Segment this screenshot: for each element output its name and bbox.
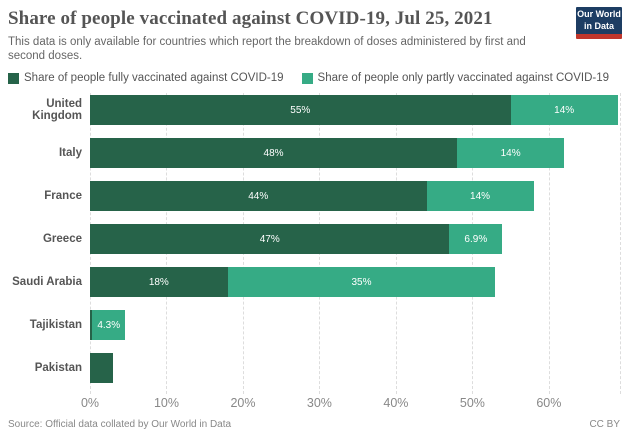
legend-item-partly: Share of people only partly vaccinated a…: [301, 72, 610, 85]
header: Share of people vaccinated against COVID…: [8, 7, 622, 63]
bar-track: 18% 35%: [90, 267, 620, 298]
x-axis-tick-label: 50%: [459, 396, 485, 411]
license-link[interactable]: CC BY: [589, 419, 620, 430]
owid-logo-text: Our World in Data: [576, 7, 622, 34]
bar-segment-fully[interactable]: 44%: [90, 181, 427, 212]
bar-track: 47% 6.9%: [90, 224, 620, 255]
bar-value-label: 35%: [351, 276, 372, 288]
gridline: [620, 93, 621, 395]
bar-track: 48% 14%: [90, 138, 620, 169]
x-axis-tick-label: 10%: [153, 396, 179, 411]
bar-value-label: 14%: [554, 104, 575, 116]
chart-row: France 44% 14%: [8, 181, 620, 212]
chart-row: Italy 48% 14%: [8, 138, 620, 169]
bar-segment-fully[interactable]: 55%: [90, 95, 511, 126]
bar-segment-partly[interactable]: 14%: [510, 95, 618, 126]
bar-segment-partly[interactable]: 35%: [227, 267, 496, 298]
bar-value-label: 14%: [470, 190, 491, 202]
source-note: Source: Official data collated by Our Wo…: [8, 419, 232, 430]
bar-rows: United Kingdom 55% 14% Italy 48% 14% France 44%…: [8, 93, 620, 384]
bar-value-label: 47%: [259, 233, 280, 245]
bar-segment-fully[interactable]: 48%: [90, 138, 458, 169]
x-axis-tick-label: 40%: [383, 396, 409, 411]
bar-segment-fully[interactable]: 47%: [90, 224, 450, 255]
bar-segment-partly[interactable]: 14%: [457, 138, 565, 169]
bar-track: 55% 14%: [90, 95, 620, 126]
owid-logo-line1: Our World: [577, 9, 621, 20]
bar-value-label: 14%: [500, 147, 521, 159]
country-label: Tajikistan: [29, 319, 82, 332]
chart-row: Tajikistan 4.3%: [8, 310, 620, 341]
legend-swatch-fully: [8, 72, 19, 84]
bar-value-label: 4.3%: [97, 319, 121, 331]
bar-value-label: 44%: [248, 190, 269, 202]
legend-item-fully: Share of people fully vaccinated against…: [8, 72, 284, 84]
chart-subtitle: This data is only available for countrie…: [8, 35, 526, 63]
bar-segment-partly[interactable]: 4.3%: [92, 310, 126, 341]
bar-value-label: 18%: [148, 276, 169, 288]
country-label: Pakistan: [34, 362, 82, 375]
owid-logo-line2: in Data: [583, 20, 614, 31]
bar-segment-fully[interactable]: 18%: [90, 267, 228, 298]
bar-value-label: 48%: [263, 147, 284, 159]
bar-segment-fully[interactable]: [90, 310, 93, 341]
bar-segment-partly[interactable]: 14%: [426, 181, 534, 212]
x-axis-tick-label: 20%: [230, 396, 256, 411]
country-label: United Kingdom: [32, 98, 82, 123]
bar-track: [90, 353, 620, 384]
country-label: France: [44, 190, 82, 203]
legend-swatch-partly: [301, 72, 313, 84]
chart-title: Share of people vaccinated against COVID…: [8, 8, 493, 29]
bar-track: 4.3%: [90, 310, 620, 341]
bar-segment-partly[interactable]: 6.9%: [449, 224, 503, 255]
x-axis-tick-label: 60%: [536, 396, 562, 411]
bar-value-label: 55%: [290, 104, 311, 116]
x-axis-tick-label: 30%: [306, 396, 332, 411]
plot-area: United Kingdom 55% 14% Italy 48% 14% France 44%…: [8, 93, 621, 395]
country-label: Italy: [58, 147, 82, 160]
chart-row: United Kingdom 55% 14%: [8, 95, 620, 126]
legend-label-partly: Share of people only partly vaccinated a…: [317, 72, 610, 85]
country-label: Saudi Arabia: [12, 276, 82, 289]
x-axis: 0% 10% 20% 30% 40% 50% 60%: [81, 396, 620, 412]
bar-value-label: 6.9%: [464, 233, 488, 245]
bar-track: 44% 14%: [90, 181, 620, 212]
chart-row: Greece 47% 6.9%: [8, 224, 620, 255]
chart-row: Saudi Arabia 18% 35%: [8, 267, 620, 298]
chart-row: Pakistan: [8, 353, 620, 384]
x-axis-tick-label: 0%: [80, 396, 100, 411]
legend: Share of people fully vaccinated against…: [8, 72, 620, 84]
country-label: Greece: [42, 233, 82, 246]
legend-label-fully: Share of people fully vaccinated against…: [24, 72, 284, 85]
footer: Source: Official data collated by Our Wo…: [8, 419, 620, 430]
owid-logo[interactable]: Our World in Data: [576, 7, 622, 39]
gridline: [548, 93, 550, 395]
owid-logo-stripe: [576, 34, 622, 39]
bar-segment-fully[interactable]: [90, 353, 113, 384]
